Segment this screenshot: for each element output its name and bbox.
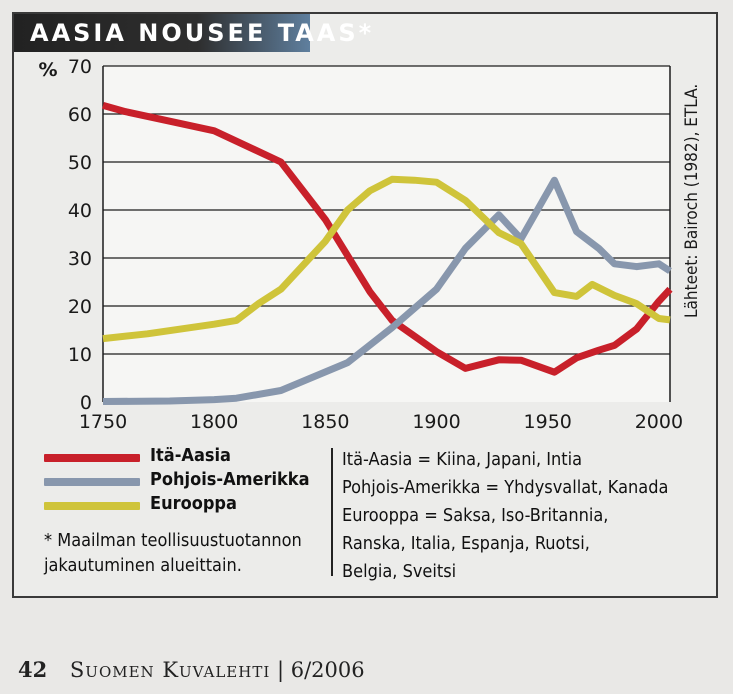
legend-swatch-pohjois-amerikka xyxy=(44,478,140,486)
chart-title: AASIA NOUSEE TAAS* xyxy=(30,19,375,47)
series-line-eurooppa xyxy=(102,175,671,343)
legend-label-ita-aasia: Itä-Aasia xyxy=(150,445,231,466)
y-tick-label: 40 xyxy=(68,200,92,222)
legend-swatch-eurooppa xyxy=(44,502,140,510)
page-number: 42 xyxy=(18,657,48,682)
source-note: Lähteet: Bairoch (1982), ETLA. xyxy=(682,83,702,318)
y-tick-label: 60 xyxy=(68,104,92,126)
y-tick-label: 0 xyxy=(80,392,92,414)
y-tick-label: 20 xyxy=(68,296,92,318)
legend-label-eurooppa: Eurooppa xyxy=(150,493,237,514)
y-tick-label: 10 xyxy=(68,344,92,366)
legend-divider xyxy=(331,448,333,576)
legend-swatch-ita-aasia xyxy=(44,454,140,462)
definition-line: Itä-Aasia = Kiina, Japani, Intia xyxy=(342,449,583,470)
x-tick-label: 1900 xyxy=(412,411,460,433)
x-axis-ticks: 1750 1800 1850 1900 1950 2000 xyxy=(79,411,683,433)
legend-label-pohjois-amerikka: Pohjois-Amerikka xyxy=(150,469,310,490)
series-line-pohjois-amerikka xyxy=(102,176,672,405)
title-bar xyxy=(14,14,310,52)
x-tick-label: 1800 xyxy=(190,411,238,433)
footnote: * Maailman teollisuustuotannon jakautumi… xyxy=(44,528,302,578)
x-tick-label: 2000 xyxy=(635,411,683,433)
x-tick-label: 1950 xyxy=(524,411,572,433)
y-tick-label: 70 xyxy=(68,56,92,78)
page-footer: 42 Suomen Kuvalehti | 6/2006 xyxy=(18,657,365,682)
footnote-line: jakautuminen alueittain. xyxy=(44,555,242,576)
y-axis-ticks: 0 10 20 30 40 50 60 70 xyxy=(68,56,92,414)
grid-lines xyxy=(102,65,671,402)
definition-line: Eurooppa = Saksa, Iso-Britannia, xyxy=(342,505,609,526)
y-unit-label: % xyxy=(38,59,57,81)
publication-name: Suomen Kuvalehti xyxy=(69,658,271,682)
definition-line: Belgia, Sveitsi xyxy=(342,561,457,582)
x-tick-label: 1750 xyxy=(79,411,127,433)
region-definitions: Itä-Aasia = Kiina, Japani, Intia Pohjois… xyxy=(342,446,668,586)
y-tick-label: 30 xyxy=(68,248,92,270)
footnote-line: * Maailman teollisuustuotannon xyxy=(44,530,302,551)
y-tick-label: 50 xyxy=(68,152,92,174)
issue-number: | 6/2006 xyxy=(276,658,365,682)
series-line-ita-aasia xyxy=(102,102,673,376)
series-layer xyxy=(102,102,673,405)
x-tick-label: 1850 xyxy=(301,411,349,433)
definition-line: Pohjois-Amerikka = Yhdysvallat, Kanada xyxy=(342,477,669,498)
definition-line: Ranska, Italia, Espanja, Ruotsi, xyxy=(342,533,590,554)
